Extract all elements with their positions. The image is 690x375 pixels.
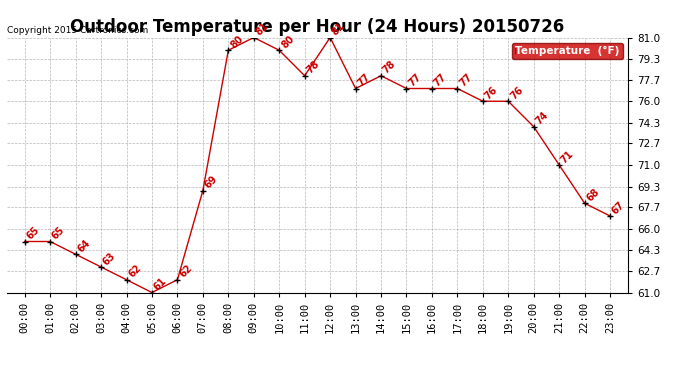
Text: 74: 74 [534, 110, 551, 127]
Text: 76: 76 [483, 85, 500, 101]
Text: 77: 77 [355, 72, 372, 88]
Text: 77: 77 [432, 72, 448, 88]
Text: 78: 78 [305, 59, 322, 76]
Text: 81: 81 [254, 21, 270, 38]
Text: 80: 80 [279, 33, 296, 50]
Text: 71: 71 [559, 148, 575, 165]
Text: 80: 80 [228, 33, 245, 50]
Text: Copyright 2015 Cartronics.com: Copyright 2015 Cartronics.com [7, 26, 148, 35]
Legend: Temperature  (°F): Temperature (°F) [512, 43, 622, 59]
Text: 64: 64 [76, 238, 92, 254]
Text: 65: 65 [50, 225, 67, 242]
Text: 77: 77 [406, 72, 423, 88]
Text: 69: 69 [203, 174, 219, 190]
Text: 68: 68 [584, 186, 602, 203]
Text: 63: 63 [101, 251, 118, 267]
Text: 62: 62 [126, 263, 143, 280]
Text: 81: 81 [330, 21, 347, 38]
Text: 78: 78 [381, 59, 397, 76]
Text: 67: 67 [610, 200, 627, 216]
Text: 61: 61 [152, 276, 168, 292]
Text: 65: 65 [25, 225, 41, 242]
Title: Outdoor Temperature per Hour (24 Hours) 20150726: Outdoor Temperature per Hour (24 Hours) … [70, 18, 564, 36]
Text: 62: 62 [177, 263, 194, 280]
Text: 77: 77 [457, 72, 474, 88]
Text: 76: 76 [509, 85, 525, 101]
